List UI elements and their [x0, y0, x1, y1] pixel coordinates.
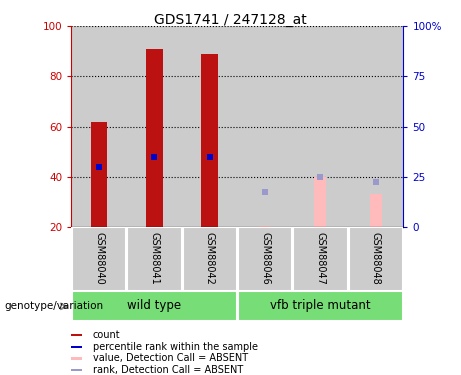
Bar: [146, 49, 163, 227]
FancyBboxPatch shape: [349, 227, 403, 291]
Bar: [201, 54, 218, 227]
FancyBboxPatch shape: [238, 291, 403, 321]
Text: value, Detection Call = ABSENT: value, Detection Call = ABSENT: [93, 353, 248, 363]
Text: GSM88047: GSM88047: [315, 232, 325, 285]
Bar: [370, 194, 382, 227]
Text: vfb triple mutant: vfb triple mutant: [270, 299, 371, 312]
Text: rank, Detection Call = ABSENT: rank, Detection Call = ABSENT: [93, 365, 243, 375]
Bar: [72, 26, 126, 227]
Text: GSM88042: GSM88042: [205, 232, 215, 285]
FancyBboxPatch shape: [183, 227, 237, 291]
Text: percentile rank within the sample: percentile rank within the sample: [93, 342, 258, 352]
FancyBboxPatch shape: [72, 227, 126, 291]
Bar: [127, 26, 182, 227]
Bar: [71, 369, 82, 371]
Text: GSM88048: GSM88048: [371, 232, 381, 285]
Bar: [71, 346, 82, 348]
Bar: [71, 357, 82, 360]
Text: count: count: [93, 330, 120, 340]
Bar: [71, 334, 82, 336]
Bar: [349, 26, 403, 227]
FancyBboxPatch shape: [127, 227, 182, 291]
Bar: [293, 26, 348, 227]
Text: GSM88041: GSM88041: [149, 232, 160, 285]
FancyBboxPatch shape: [72, 291, 237, 321]
Bar: [259, 226, 271, 227]
Text: GSM88040: GSM88040: [94, 232, 104, 285]
Bar: [183, 26, 237, 227]
Text: GDS1741 / 247128_at: GDS1741 / 247128_at: [154, 13, 307, 27]
Bar: [238, 26, 292, 227]
FancyBboxPatch shape: [238, 227, 292, 291]
Text: GSM88046: GSM88046: [260, 232, 270, 285]
Bar: [91, 122, 107, 227]
FancyBboxPatch shape: [293, 227, 348, 291]
Text: genotype/variation: genotype/variation: [5, 302, 104, 311]
Bar: [314, 177, 326, 227]
Text: wild type: wild type: [127, 299, 182, 312]
